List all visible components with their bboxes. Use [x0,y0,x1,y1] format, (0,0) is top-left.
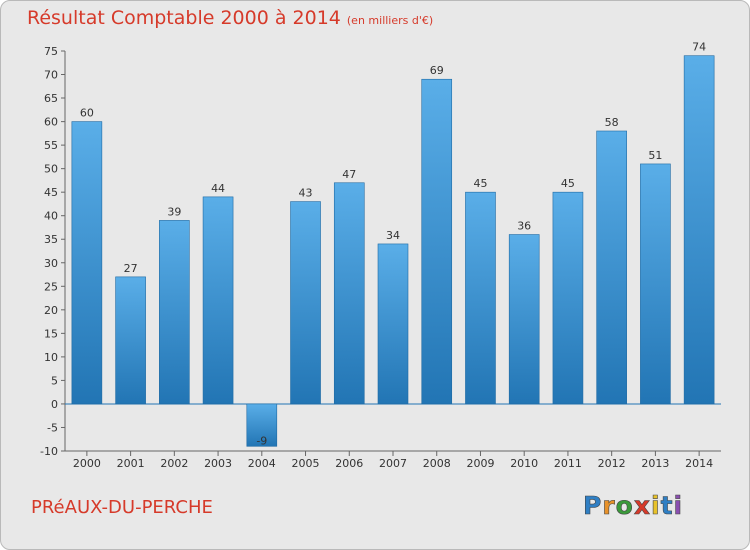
bar-value-label: 43 [299,187,313,200]
y-tick-label: 15 [44,327,58,340]
bar [683,55,715,405]
logo-letter: x [633,491,651,521]
y-tick-label: 55 [44,139,58,152]
x-tick-label: 2000 [73,457,101,470]
title-text: Résultat Comptable 2000 à 2014 [27,7,341,29]
y-tick-label: 30 [44,257,58,270]
bar [115,276,146,405]
logo-letter: o [615,491,634,521]
x-tick-label: 2006 [335,457,363,470]
bar-value-label: 74 [692,41,706,54]
y-tick-label: -10 [40,445,58,458]
bar-value-label: 60 [80,107,94,120]
bar-value-label: 34 [386,229,400,242]
y-tick-label: -5 [47,421,58,434]
x-tick-label: 2009 [466,457,494,470]
y-tick-label: 20 [44,304,58,317]
x-tick-label: 2014 [685,457,713,470]
bar-value-label: 44 [211,182,225,195]
x-tick-label: 2002 [160,457,188,470]
x-tick-label: 2010 [510,457,538,470]
x-tick-label: 2004 [248,457,276,470]
bar-value-label: 58 [605,116,619,129]
bar [71,121,103,405]
bar [465,191,496,405]
bar-value-label: 47 [342,168,356,181]
x-tick-label: 2011 [554,457,582,470]
x-tick-label: 2013 [641,457,669,470]
y-tick-label: 25 [44,280,58,293]
y-tick-label: 40 [44,210,58,223]
bar-value-label: 69 [430,64,444,77]
x-tick-label: 2012 [598,457,626,470]
y-tick-label: 75 [44,45,58,58]
y-tick-label: 45 [44,186,58,199]
logo-letter: i [651,491,661,521]
logo-letter: r [602,491,616,521]
bar-value-label: 51 [648,149,662,162]
bar-series: 60 27 39 44 -9 43 47 34 69 45 36 45 58 51 74 [71,41,715,447]
bar-value-label: 45 [561,177,575,190]
bar [508,234,540,405]
bar [640,163,671,405]
logo-letter: t [660,491,674,521]
y-tick-label: 5 [51,374,58,387]
commune-name: PRéAUX-DU-PERCHE [31,497,213,518]
x-tick-label: 2008 [423,457,451,470]
chart-title: Résultat Comptable 2000 à 2014 (en millie… [27,7,433,29]
bar-value-label: 45 [473,177,487,190]
bar-value-label: 39 [167,205,181,218]
y-tick-label: 50 [44,163,58,176]
logo-letter: P [583,491,603,521]
bar [202,196,234,405]
x-tick-label: 2007 [379,457,407,470]
y-tick-label: 60 [44,116,58,129]
proxiti-logo: Proxiti [583,491,684,521]
bar-value-label: -9 [256,434,267,447]
y-tick-label: 35 [44,233,58,246]
bar [421,78,453,405]
bar-value-label: 36 [517,220,531,233]
title-unit: (en milliers d'€) [346,14,434,27]
bar [596,130,627,405]
logo-letter: i [673,491,684,521]
y-tick-label: 70 [44,69,58,82]
bar-value-label: 27 [124,262,138,275]
y-tick-label: 0 [51,398,58,411]
bar [290,201,321,405]
x-tick-label: 2001 [117,457,145,470]
y-tick-label: 10 [44,351,58,364]
bar [333,182,365,405]
x-tick-label: 2005 [292,457,320,470]
bar [159,220,190,405]
y-tick-label: 65 [44,92,58,105]
bar [552,191,584,405]
bar [246,403,278,447]
bar [377,243,409,405]
x-tick-label: 2003 [204,457,232,470]
